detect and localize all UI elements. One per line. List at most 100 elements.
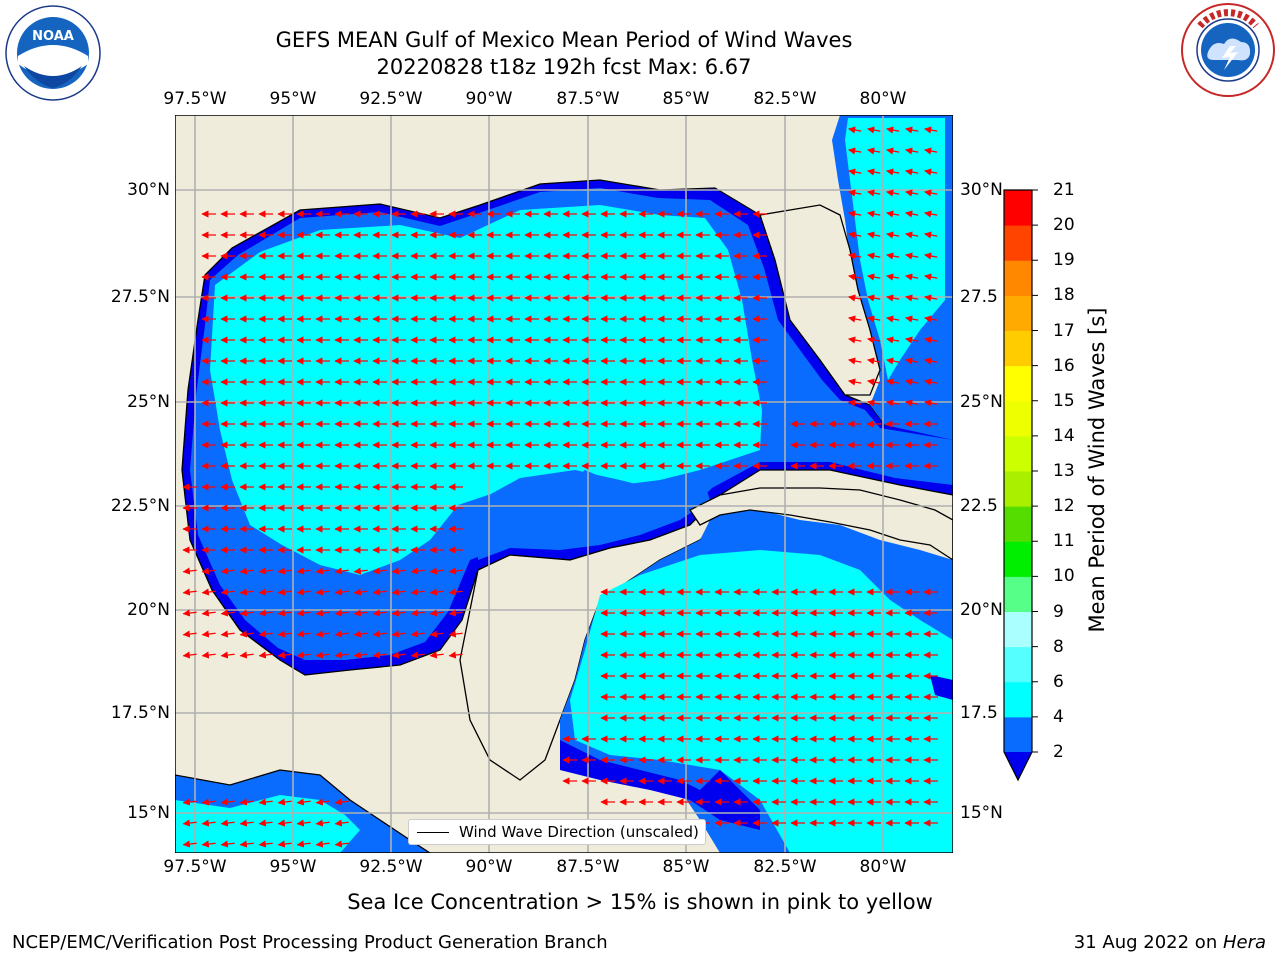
- wind-arrow: [867, 126, 881, 134]
- colorbar-cell: [1004, 646, 1032, 683]
- wind-arrow: [201, 630, 216, 638]
- wind-arrow: [886, 336, 900, 344]
- wind-arrow: [905, 294, 919, 302]
- lat-tick-left: 30°N: [127, 180, 170, 200]
- lat-tick-left: 27.5°N: [110, 287, 170, 307]
- colorbar-tick-label: 14: [1053, 425, 1075, 446]
- colorbar-tick-label: 11: [1053, 531, 1075, 552]
- lat-tick-right: 17.5: [960, 703, 998, 723]
- caribbean-low-patch: [560, 740, 760, 830]
- colorbar-cell: [1004, 541, 1032, 577]
- wind-arrow: [410, 567, 425, 575]
- lat-tick-right: 20°N: [960, 600, 1003, 620]
- wind-arrow: [315, 651, 330, 659]
- wind-arrow: [410, 609, 425, 617]
- svg-text:NOAA: NOAA: [32, 29, 74, 44]
- lat-tick-right: 30°N: [960, 180, 1003, 200]
- wind-arrow: [372, 588, 387, 596]
- wind-arrow: [315, 609, 330, 617]
- colorbar-tick-label: 2: [1053, 742, 1064, 762]
- lon-tick-bottom: 80°W: [859, 857, 907, 877]
- wind-arrow: [867, 168, 881, 176]
- lat-tick-left: 22.5°N: [110, 496, 170, 516]
- wind-arrow: [220, 840, 235, 848]
- wind-arrow: [429, 609, 444, 617]
- wind-arrow: [391, 651, 406, 659]
- wind-arrow: [867, 231, 881, 239]
- wind-arrow: [239, 630, 254, 638]
- wind-arrow: [296, 798, 311, 806]
- lon-tick-top: 95°W: [269, 89, 317, 109]
- wind-arrow: [220, 630, 235, 638]
- colorbar-tick-label: 20: [1053, 215, 1075, 236]
- wind-arrow: [372, 609, 387, 617]
- wind-arrow: [886, 399, 900, 407]
- map-legend: Wind Wave Direction (unscaled): [408, 819, 706, 845]
- colorbar-tick-label: 9: [1053, 601, 1064, 622]
- wind-arrow: [182, 588, 197, 596]
- wind-arrow: [334, 651, 349, 659]
- wind-arrow: [886, 126, 900, 134]
- wind-arrow: [315, 840, 330, 848]
- wind-arrow: [315, 588, 330, 596]
- colorbar: [1003, 189, 1038, 782]
- wind-arrow: [429, 651, 444, 659]
- wind-arrow: [201, 798, 216, 806]
- legend-label: Wind Wave Direction (unscaled): [459, 823, 699, 841]
- wind-arrow: [867, 315, 881, 323]
- wind-arrow: [182, 567, 197, 575]
- wind-arrow: [448, 630, 463, 638]
- wind-arrow: [924, 357, 938, 365]
- wind-arrow: [848, 168, 862, 176]
- wind-arrow: [220, 609, 235, 617]
- lat-tick-right: 22.5: [960, 496, 998, 516]
- wind-arrow: [848, 126, 862, 134]
- wind-arrow: [905, 168, 919, 176]
- lon-tick-bottom: 82.5°W: [753, 857, 817, 877]
- wind-arrow: [867, 189, 881, 197]
- wind-arrow: [334, 798, 349, 806]
- wind-arrow: [924, 273, 938, 281]
- footer-credit: NCEP/EMC/Verification Post Processing Pr…: [12, 932, 608, 953]
- wind-arrow: [848, 189, 862, 197]
- wind-arrow: [848, 273, 862, 281]
- wind-arrow: [258, 567, 273, 575]
- wind-arrow: [448, 651, 463, 659]
- colorbar-cell: [1004, 471, 1032, 507]
- wind-arrow: [315, 819, 330, 827]
- colorbar-cell: [1004, 190, 1032, 226]
- wind-arrow: [905, 336, 919, 344]
- colorbar-tick-label: 4: [1053, 706, 1064, 727]
- lon-tick-top: 92.5°W: [359, 89, 423, 109]
- colorbar-cell: [1004, 295, 1032, 331]
- wind-arrow: [905, 126, 919, 134]
- wind-arrow: [334, 609, 349, 617]
- wind-arrow: [429, 567, 444, 575]
- colorbar-cell: [1004, 506, 1032, 542]
- wind-arrow: [410, 651, 425, 659]
- wind-arrow: [201, 651, 216, 659]
- wind-arrow: [867, 147, 881, 155]
- wind-arrow: [239, 609, 254, 617]
- wind-arrow: [372, 630, 387, 638]
- wind-arrow: [867, 252, 881, 260]
- wind-arrow: [886, 147, 900, 155]
- pacific-high: [175, 795, 360, 853]
- wind-arrow: [905, 231, 919, 239]
- wind-arrow: [905, 273, 919, 281]
- wind-arrow: [220, 651, 235, 659]
- colorbar-tick-label: 6: [1053, 671, 1064, 692]
- wind-arrow: [296, 819, 311, 827]
- wind-arrow: [924, 189, 938, 197]
- lat-tick-right: 27.5: [960, 287, 998, 307]
- wind-arrow: [315, 567, 330, 575]
- wind-arrow: [201, 588, 216, 596]
- colorbar-tick-label: 12: [1053, 496, 1075, 517]
- wind-arrow: [239, 840, 254, 848]
- wind-arrow: [372, 651, 387, 659]
- wind-arrow: [182, 630, 197, 638]
- lon-tick-bottom: 90°W: [465, 857, 513, 877]
- wind-arrow: [182, 798, 197, 806]
- colorbar-tick-label: 19: [1053, 250, 1075, 271]
- wind-arrow: [905, 147, 919, 155]
